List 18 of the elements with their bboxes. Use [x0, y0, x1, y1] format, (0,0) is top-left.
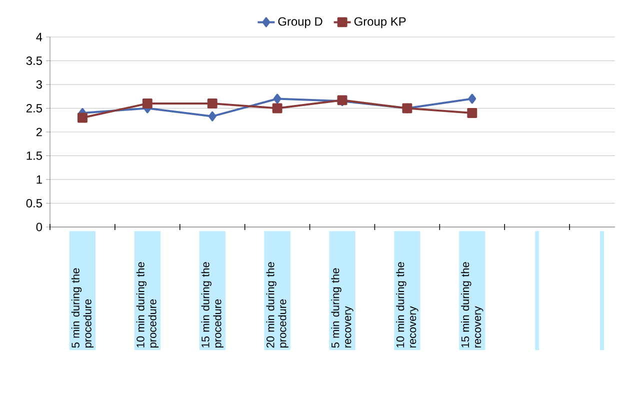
x-tick-label: 10 min during the recovery: [396, 262, 418, 348]
x-tick-label: 15 min during the procedure: [201, 262, 224, 348]
legend-label: Group KP: [354, 17, 406, 28]
y-tick-label: 4: [36, 32, 42, 42]
y-tick-label: 2.5: [26, 104, 42, 112]
x-tick-label: 10 min during the procedure: [136, 262, 158, 348]
y-tick-label: 1: [36, 175, 42, 184]
y-tick-label: 2: [36, 128, 42, 136]
x-tick-label: 5 min during the procedure: [71, 268, 94, 348]
x-tick-label: 20 min during the procedure: [266, 262, 288, 348]
y-tick-label: 0.5: [26, 199, 42, 208]
legend-label: Group D: [278, 17, 322, 28]
x-tick-label: 15 min during the recovery: [461, 262, 484, 348]
y-tick-label: 3: [36, 80, 42, 89]
y-tick-label: 1.5: [26, 152, 42, 160]
y-tick-label: 3.5: [26, 56, 42, 65]
x-tick-label: 5 min during the recovery: [331, 268, 354, 348]
y-tick-label: 0: [36, 222, 42, 232]
